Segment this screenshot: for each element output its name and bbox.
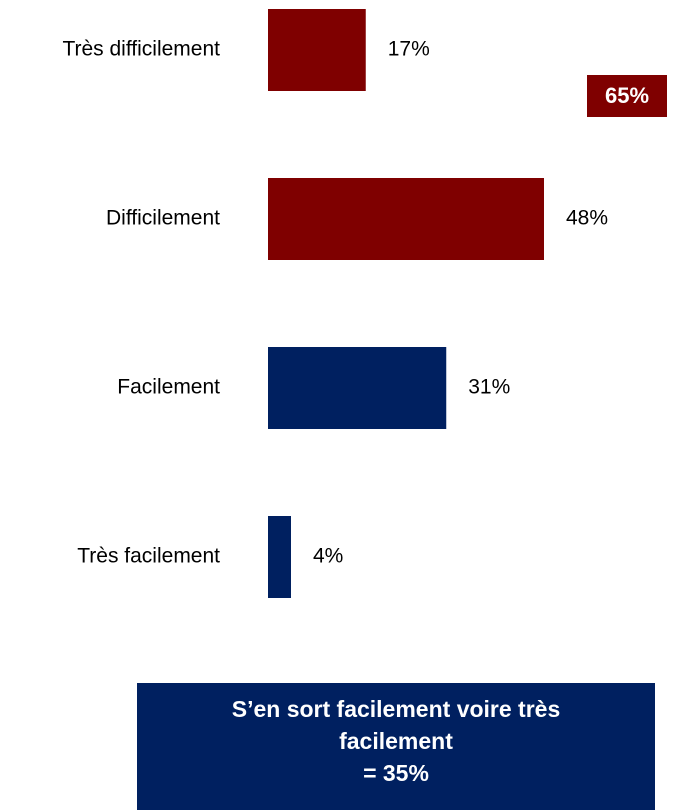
summary-box: S’en sort facilement voire très facileme…	[137, 683, 655, 810]
chart: 65% Très difficilement 17% Difficilement 48…	[62, 9, 667, 598]
value-label: 48%	[566, 207, 608, 230]
value-label: 4%	[313, 545, 343, 568]
bar	[268, 347, 447, 429]
category-label: Difficilement	[106, 207, 220, 230]
total-label: 65%	[605, 83, 649, 108]
value-label: 17%	[388, 38, 430, 61]
bar	[268, 9, 366, 91]
summary-line: S’en sort facilement voire très facileme…	[231, 696, 561, 754]
value-label: 31%	[468, 376, 510, 399]
total-box	[587, 75, 667, 117]
bar	[268, 178, 544, 260]
bar	[268, 516, 291, 598]
category-label: Facilement	[117, 376, 220, 399]
summary-line: = 35%	[363, 760, 429, 786]
category-label: Très difficilement	[62, 38, 220, 61]
category-label: Très facilement	[77, 545, 220, 568]
